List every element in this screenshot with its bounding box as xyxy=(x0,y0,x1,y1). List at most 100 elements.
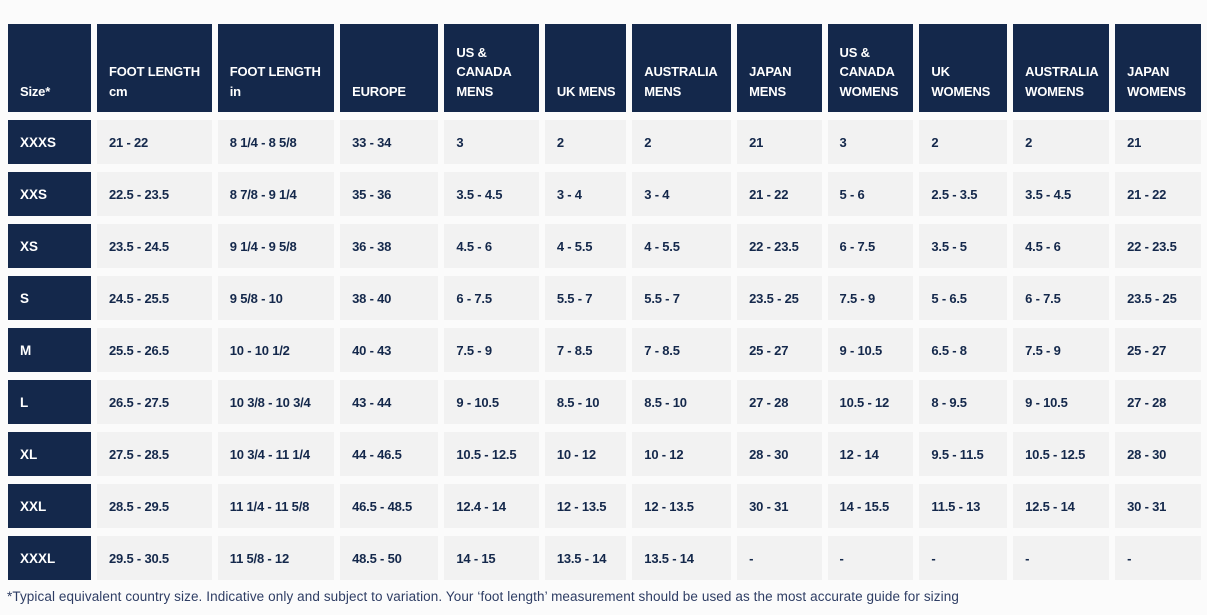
size-value-cell: 21 - 22 xyxy=(737,172,822,216)
size-value-cell: 12.4 - 14 xyxy=(444,484,539,528)
size-value-cell: 12.5 - 14 xyxy=(1013,484,1110,528)
size-value-cell: 4 - 5.5 xyxy=(632,224,732,268)
size-value-cell: 26.5 - 27.5 xyxy=(97,380,212,424)
row-size-label: XS xyxy=(8,224,91,268)
size-value-cell: 5.5 - 7 xyxy=(632,276,732,320)
table-row: XXXS 21 - 22 8 1/4 - 8 5/8 33 - 34 3 2 2 21 3 2 2 2… xyxy=(8,120,1201,164)
size-value-cell: 28 - 30 xyxy=(1115,432,1201,476)
row-size-label: XL xyxy=(8,432,91,476)
size-value-cell: 30 - 31 xyxy=(737,484,822,528)
size-value-cell: 28 - 30 xyxy=(737,432,822,476)
column-header-5: UK MENS xyxy=(544,24,627,112)
size-value-cell: 7 - 8.5 xyxy=(632,328,732,372)
size-value-cell: 10 - 12 xyxy=(632,432,732,476)
column-header-7: JAPAN MENS xyxy=(737,24,822,112)
size-value-cell: 10 3/4 - 11 1/4 xyxy=(217,432,335,476)
row-size-label: XXXS xyxy=(8,120,91,164)
size-value-cell: 6 - 7.5 xyxy=(1013,276,1110,320)
table-row: L 26.5 - 27.5 10 3/8 - 10 3/4 43 - 44 9 - 10… xyxy=(8,380,1201,424)
size-value-cell: 21 - 22 xyxy=(97,120,212,164)
size-value-cell: 4.5 - 6 xyxy=(1013,224,1110,268)
size-value-cell: 3.5 - 4.5 xyxy=(1013,172,1110,216)
column-header-3: EUROPE xyxy=(340,24,439,112)
size-value-cell: 6.5 - 8 xyxy=(919,328,1008,372)
size-value-cell: 48.5 - 50 xyxy=(340,536,439,580)
size-value-cell: 5 - 6.5 xyxy=(919,276,1008,320)
size-value-cell: 11 1/4 - 11 5/8 xyxy=(217,484,335,528)
size-value-cell: 23.5 - 25 xyxy=(1115,276,1201,320)
size-value-cell: 28.5 - 29.5 xyxy=(97,484,212,528)
size-value-cell: 8.5 - 10 xyxy=(632,380,732,424)
size-value-cell: 3.5 - 4.5 xyxy=(444,172,539,216)
size-value-cell: 8 1/4 - 8 5/8 xyxy=(217,120,335,164)
size-value-cell: 12 - 14 xyxy=(827,432,914,476)
size-value-cell: 13.5 - 14 xyxy=(544,536,627,580)
size-value-cell: 21 - 22 xyxy=(1115,172,1201,216)
size-value-cell: 22 - 23.5 xyxy=(1115,224,1201,268)
size-value-cell: 24.5 - 25.5 xyxy=(97,276,212,320)
size-value-cell: 2 xyxy=(919,120,1008,164)
size-value-cell: 23.5 - 24.5 xyxy=(97,224,212,268)
size-value-cell: 25 - 27 xyxy=(737,328,822,372)
size-value-cell: 9.5 - 11.5 xyxy=(919,432,1008,476)
column-header-9: UK WOMENS xyxy=(919,24,1008,112)
column-header-0: Size* xyxy=(8,24,91,112)
size-value-cell: 9 1/4 - 9 5/8 xyxy=(217,224,335,268)
size-value-cell: 2.5 - 3.5 xyxy=(919,172,1008,216)
size-value-cell: 7.5 - 9 xyxy=(444,328,539,372)
size-value-cell: 3.5 - 5 xyxy=(919,224,1008,268)
size-value-cell: 25.5 - 26.5 xyxy=(97,328,212,372)
size-value-cell: 2 xyxy=(632,120,732,164)
size-value-cell: 10 3/8 - 10 3/4 xyxy=(217,380,335,424)
size-value-cell: 8 7/8 - 9 1/4 xyxy=(217,172,335,216)
row-size-label: S xyxy=(8,276,91,320)
table-row: XXXL 29.5 - 30.5 11 5/8 - 12 48.5 - 50 14 - … xyxy=(8,536,1201,580)
size-value-cell: 11.5 - 13 xyxy=(919,484,1008,528)
column-header-10: AUSTRALIA WOMENS xyxy=(1013,24,1110,112)
size-value-cell: 9 5/8 - 10 xyxy=(217,276,335,320)
size-value-cell: 10.5 - 12.5 xyxy=(444,432,539,476)
size-value-cell: 29.5 - 30.5 xyxy=(97,536,212,580)
size-value-cell: 6 - 7.5 xyxy=(444,276,539,320)
size-value-cell: - xyxy=(919,536,1008,580)
size-value-cell: 27 - 28 xyxy=(737,380,822,424)
size-value-cell: 6 - 7.5 xyxy=(827,224,914,268)
size-value-cell: 10 - 12 xyxy=(544,432,627,476)
size-value-cell: 8 - 9.5 xyxy=(919,380,1008,424)
size-value-cell: 30 - 31 xyxy=(1115,484,1201,528)
size-value-cell: 8.5 - 10 xyxy=(544,380,627,424)
column-header-6: AUSTRALIA MENS xyxy=(632,24,732,112)
size-value-cell: 46.5 - 48.5 xyxy=(340,484,439,528)
column-header-1: FOOT LENGTH cm xyxy=(97,24,212,112)
size-value-cell: 40 - 43 xyxy=(340,328,439,372)
size-value-cell: 3 - 4 xyxy=(632,172,732,216)
size-value-cell: 2 xyxy=(544,120,627,164)
size-value-cell: 44 - 46.5 xyxy=(340,432,439,476)
size-value-cell: 10.5 - 12.5 xyxy=(1013,432,1110,476)
size-value-cell: 21 xyxy=(1115,120,1201,164)
size-value-cell: - xyxy=(737,536,822,580)
size-value-cell: 14 - 15.5 xyxy=(827,484,914,528)
size-value-cell: 9 - 10.5 xyxy=(1013,380,1110,424)
size-value-cell: 13.5 - 14 xyxy=(632,536,732,580)
size-value-cell: 5.5 - 7 xyxy=(544,276,627,320)
column-header-2: FOOT LENGTH in xyxy=(217,24,335,112)
table-row: XL 27.5 - 28.5 10 3/4 - 11 1/4 44 - 46.5 10.… xyxy=(8,432,1201,476)
size-value-cell: 21 xyxy=(737,120,822,164)
size-value-cell: 10 - 10 1/2 xyxy=(217,328,335,372)
size-value-cell: - xyxy=(1013,536,1110,580)
row-size-label: XXL xyxy=(8,484,91,528)
size-value-cell: 10.5 - 12 xyxy=(827,380,914,424)
size-value-cell: 27.5 - 28.5 xyxy=(97,432,212,476)
size-table-body: XXXS 21 - 22 8 1/4 - 8 5/8 33 - 34 3 2 2 21 3 2 2 2… xyxy=(8,120,1201,580)
size-value-cell: 7.5 - 9 xyxy=(827,276,914,320)
size-value-cell: 9 - 10.5 xyxy=(827,328,914,372)
size-value-cell: 3 xyxy=(444,120,539,164)
size-value-cell: 2 xyxy=(1013,120,1110,164)
table-header-row: Size* FOOT LENGTH cm FOOT LENGTH in EUROPE U… xyxy=(8,24,1201,112)
size-value-cell: 4 - 5.5 xyxy=(544,224,627,268)
table-row: S 24.5 - 25.5 9 5/8 - 10 38 - 40 6 - 7.5 5.5 … xyxy=(8,276,1201,320)
size-value-cell: 22 - 23.5 xyxy=(737,224,822,268)
size-value-cell: 5 - 6 xyxy=(827,172,914,216)
size-value-cell: 11 5/8 - 12 xyxy=(217,536,335,580)
